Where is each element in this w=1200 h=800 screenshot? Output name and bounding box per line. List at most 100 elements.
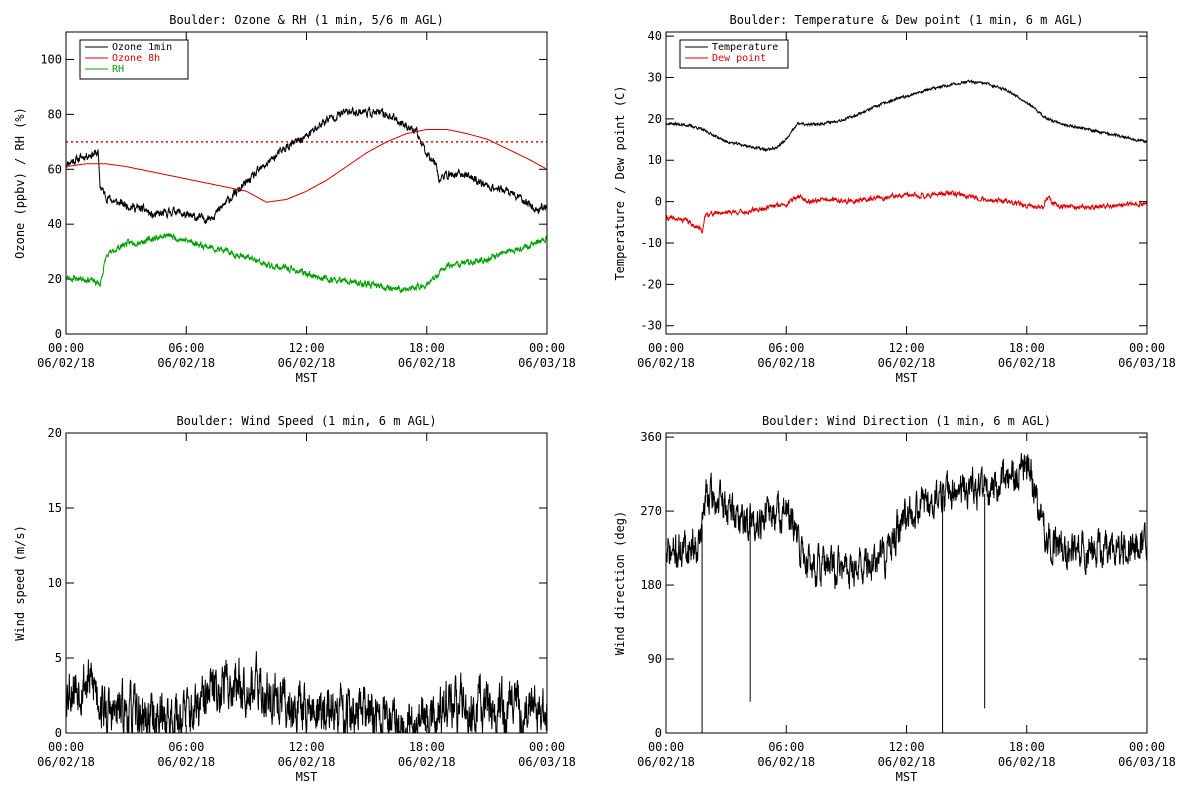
x-axis-label: MST [896,371,918,385]
x-tick-date: 06/02/18 [398,755,456,769]
y-tick-label: 0 [655,726,662,740]
y-tick-label: 10 [48,576,62,590]
x-tick-label: 18:00 [1009,740,1045,754]
x-tick-date: 06/02/18 [757,755,815,769]
y-tick-label: 0 [55,726,62,740]
chart-panel-1: Boulder: Ozone & RH (1 min, 5/6 m AGL) 0 2… [13,13,576,385]
y-tick-label: 20 [648,112,662,126]
chart-panel-3: Boulder: Wind Speed (1 min, 6 m AGL) 0 5 10… [13,414,576,784]
y-tick-label: 0 [655,195,662,209]
y-tick-label: -30 [640,319,662,333]
x-tick-date: 06/02/18 [278,356,336,370]
plot-frame [665,432,1148,734]
legend-box [679,39,789,69]
x-tick-label: 06:00 [168,341,204,355]
x-tick-label: 12:00 [888,740,924,754]
y-tick-label: -20 [640,277,662,291]
y-axis-label: Wind direction (deg) [613,511,627,656]
plot-area [666,79,1147,235]
y-tick-label: 60 [48,162,62,176]
legend-label: RH [112,64,124,75]
x-tick-label: 18:00 [409,740,445,754]
x-tick-label: 00:00 [529,740,565,754]
legend-label: Dew point [712,53,766,64]
x-tick-date: 06/02/18 [998,356,1056,370]
series-line-dew-point [666,189,1147,235]
y-tick-label: 10 [648,153,662,167]
y-axis-label: Ozone (ppbv) / RH (%) [13,107,27,259]
chart-title: Boulder: Wind Speed (1 min, 6 m AGL) [176,414,436,428]
x-tick-label: 00:00 [48,740,84,754]
chart-title: Boulder: Ozone & RH (1 min, 5/6 m AGL) [169,13,444,27]
x-tick-label: 00:00 [529,341,565,355]
y-tick-label: 80 [48,107,62,121]
x-tick-label: 18:00 [409,341,445,355]
series-line-ozone-1min [66,106,547,225]
chart-title: Boulder: Temperature & Dew point (1 min,… [729,13,1083,27]
x-tick-date: 06/03/18 [518,755,576,769]
x-axis-label: MST [296,770,318,784]
x-tick-date: 06/02/18 [157,356,215,370]
plot-area [66,106,547,294]
y-tick-label: 100 [40,52,62,66]
chart-panel-2: Boulder: Temperature & Dew point (1 min,… [613,13,1176,385]
y-tick-label: 0 [55,327,62,341]
series-line-ozone-8h [66,129,547,203]
x-tick-date: 06/02/18 [637,755,695,769]
x-tick-date: 06/02/18 [278,755,336,769]
y-tick-label: 40 [48,217,62,231]
legend-label: Ozone 1min [112,42,172,53]
x-tick-date: 06/02/18 [37,356,95,370]
series-line-data [666,452,1147,590]
x-axis-label: MST [296,371,318,385]
chart-panel-4: Boulder: Wind Direction (1 min, 6 m AGL)… [613,414,1176,784]
x-tick-label: 18:00 [1009,341,1045,355]
x-tick-label: 00:00 [648,341,684,355]
plot-area [66,651,547,733]
x-tick-date: 06/03/18 [518,356,576,370]
x-tick-label: 00:00 [1129,740,1165,754]
x-tick-date: 06/02/18 [157,755,215,769]
y-tick-label: 30 [648,71,662,85]
series-line-rh [66,232,547,294]
x-tick-date: 06/02/18 [878,755,936,769]
plot-frame [65,31,548,335]
y-tick-label: 15 [48,501,62,515]
y-tick-label: 180 [640,578,662,592]
x-tick-label: 06:00 [768,740,804,754]
x-tick-label: 12:00 [288,341,324,355]
x-tick-date: 06/03/18 [1118,755,1176,769]
chart-title: Boulder: Wind Direction (1 min, 6 m AGL) [762,414,1051,428]
y-tick-label: 20 [48,426,62,440]
legend-label: Temperature [712,42,778,53]
x-tick-date: 06/02/18 [998,755,1056,769]
y-tick-label: 360 [640,430,662,444]
x-tick-date: 06/02/18 [637,356,695,370]
x-tick-label: 06:00 [168,740,204,754]
y-axis-label: Wind speed (m/s) [13,525,27,641]
y-tick-label: 270 [640,504,662,518]
y-tick-label: 20 [48,272,62,286]
x-axis-label: MST [896,770,918,784]
series-line-temperature [666,79,1147,152]
plot-frame [665,31,1148,335]
x-tick-date: 06/03/18 [1118,356,1176,370]
x-tick-date: 06/02/18 [37,755,95,769]
x-tick-label: 00:00 [48,341,84,355]
x-tick-date: 06/02/18 [398,356,456,370]
x-tick-label: 00:00 [1129,341,1165,355]
plot-area [666,452,1147,733]
x-tick-date: 06/02/18 [878,356,936,370]
x-tick-date: 06/02/18 [757,356,815,370]
x-tick-label: 12:00 [288,740,324,754]
y-tick-label: 5 [55,651,62,665]
x-tick-label: 06:00 [768,341,804,355]
x-tick-label: 00:00 [648,740,684,754]
y-tick-label: 40 [648,29,662,43]
y-tick-label: -10 [640,236,662,250]
series-line-data [66,651,547,733]
y-axis-label: Temperature / Dew point (C) [613,85,627,280]
plot-frame [65,432,548,734]
x-tick-label: 12:00 [888,341,924,355]
